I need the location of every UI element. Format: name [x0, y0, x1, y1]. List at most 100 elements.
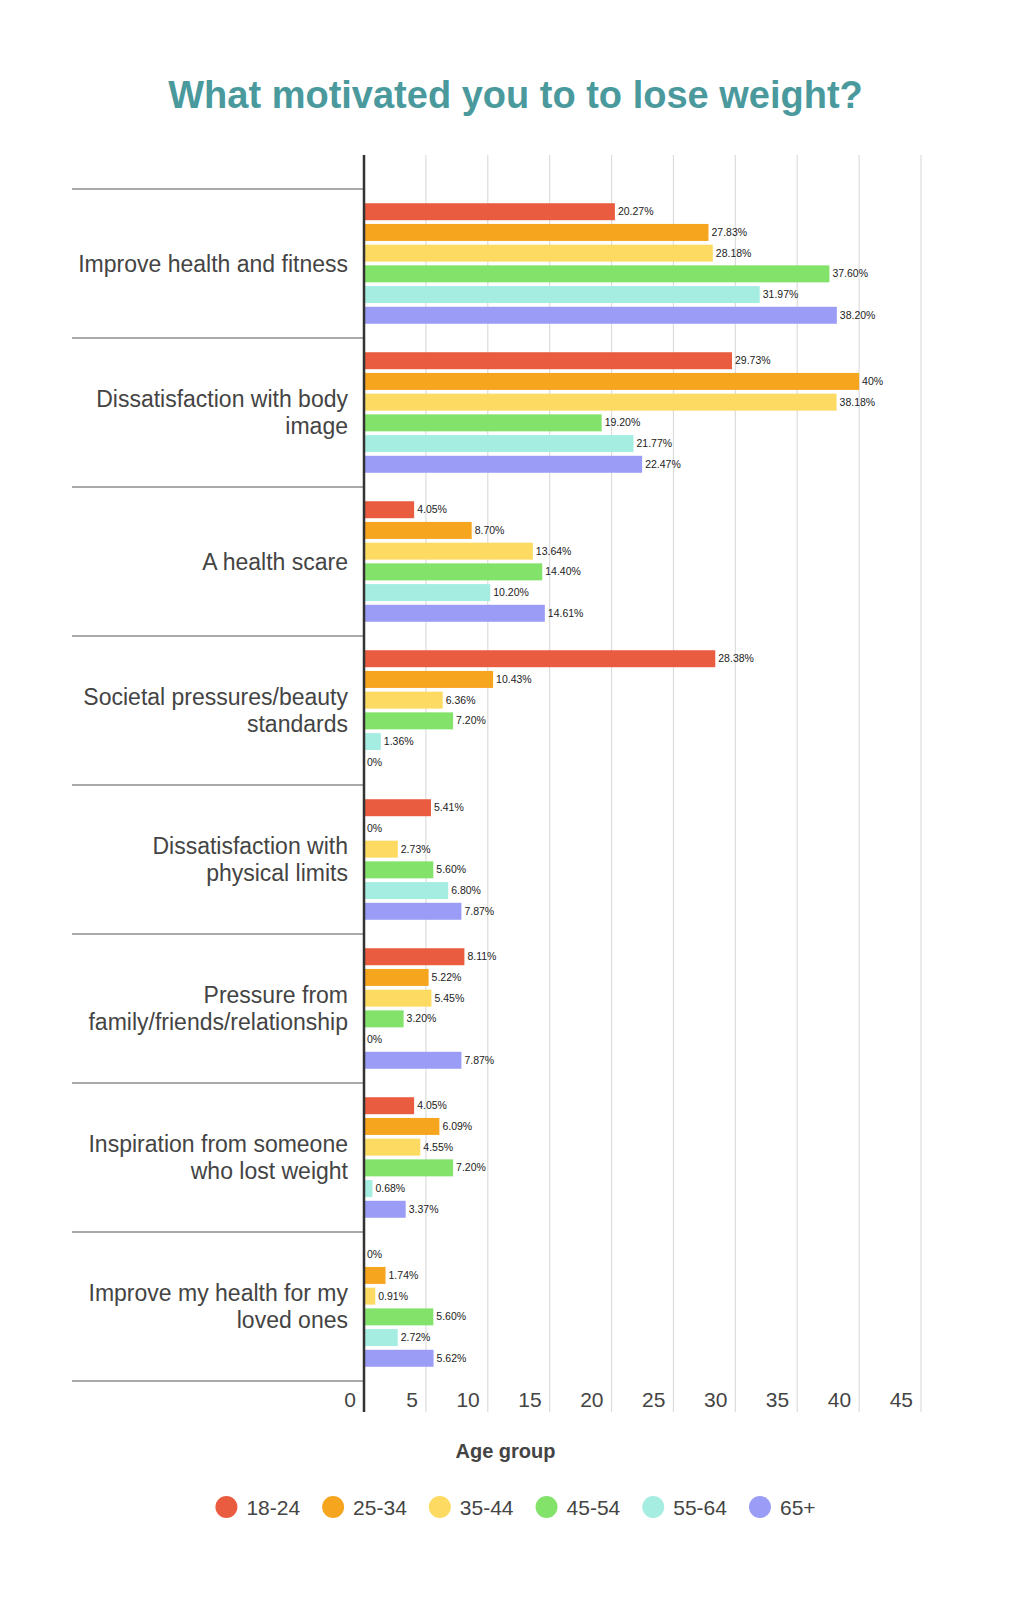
data-label: 0%: [367, 1248, 382, 1260]
bar: [364, 605, 545, 622]
data-label: 38.18%: [840, 396, 876, 408]
category-separator: [72, 337, 364, 338]
category-label: Dissatisfaction withphysical limits: [152, 833, 348, 886]
data-label: 5.45%: [434, 992, 464, 1004]
category-label-line: Improve health and fitness: [78, 251, 348, 277]
bar: [364, 1308, 433, 1325]
legend-swatch: [429, 1496, 451, 1518]
category-label-line: who lost weight: [190, 1158, 349, 1184]
bar: [364, 456, 642, 473]
grid-line: [549, 155, 550, 1412]
bar: [364, 671, 493, 688]
bar: [364, 307, 837, 324]
legend-label: 45-54: [567, 1496, 621, 1519]
legend-swatch: [215, 1496, 237, 1518]
data-label: 5.41%: [434, 801, 464, 813]
tick-label: 35: [766, 1388, 789, 1411]
grid-line: [859, 155, 860, 1412]
bar: [364, 1010, 404, 1027]
data-label: 38.20%: [840, 309, 876, 321]
category-separator: [72, 486, 364, 487]
data-label: 13.64%: [536, 545, 572, 557]
bar: [364, 373, 859, 390]
data-label: 7.87%: [464, 905, 494, 917]
legend-swatch: [536, 1496, 558, 1518]
data-label: 7.20%: [456, 1161, 486, 1173]
data-label: 8.11%: [467, 950, 496, 962]
tick-label: 30: [704, 1388, 727, 1411]
bar: [364, 861, 433, 878]
category-label-line: Pressure from: [204, 982, 348, 1008]
data-labels: 20.27%29.73%4.05%28.38%5.41%8.11%4.05%0%…: [367, 205, 883, 1364]
bar: [364, 352, 732, 369]
tick-label: 40: [828, 1388, 851, 1411]
data-label: 7.87%: [464, 1054, 494, 1066]
bar: [364, 245, 713, 262]
legend-swatch: [642, 1496, 664, 1518]
data-label: 0%: [367, 756, 382, 768]
data-label: 37.60%: [832, 267, 868, 279]
data-label: 8.70%: [475, 524, 505, 536]
data-label: 2.73%: [401, 843, 431, 855]
data-label: 4.05%: [417, 503, 447, 515]
data-label: 0.68%: [375, 1182, 405, 1194]
bar: [364, 224, 708, 241]
category-separator: [72, 784, 364, 785]
data-label: 1.36%: [384, 735, 414, 747]
data-label: 2.72%: [401, 1331, 431, 1343]
data-label: 5.62%: [437, 1352, 467, 1364]
bar: [364, 435, 633, 452]
data-label: 3.37%: [409, 1203, 439, 1215]
grid-line: [797, 155, 798, 1412]
bar: [364, 1201, 406, 1218]
data-label: 1.74%: [389, 1269, 419, 1281]
category-label-line: Inspiration from someone: [88, 1131, 348, 1157]
category-label-line: physical limits: [206, 860, 348, 886]
category-label-line: Societal pressures/beauty: [83, 684, 348, 710]
grid-line: [735, 155, 736, 1412]
bar: [364, 563, 542, 580]
tick-label: 10: [456, 1388, 479, 1411]
bar: [364, 969, 429, 986]
legend-label: 18-24: [246, 1496, 300, 1519]
bar: [364, 1159, 453, 1176]
category-label: Improve health and fitness: [78, 251, 348, 277]
category-label: Dissatisfaction with bodyimage: [96, 386, 348, 439]
category-label: Improve my health for myloved ones: [89, 1280, 349, 1333]
data-label: 6.09%: [442, 1120, 472, 1132]
category-separator: [72, 188, 364, 189]
axis-line: [363, 155, 366, 1412]
legend-swatch: [749, 1496, 771, 1518]
category-label-line: standards: [247, 711, 348, 737]
bar: [364, 799, 431, 816]
bar: [364, 414, 602, 431]
data-label: 22.47%: [645, 458, 681, 470]
category-separator: [72, 1082, 364, 1083]
data-label: 6.36%: [446, 694, 476, 706]
data-label: 3.20%: [407, 1012, 437, 1024]
category-separator: [72, 933, 364, 934]
grid-line: [611, 155, 612, 1412]
bar: [364, 584, 490, 601]
bar: [364, 1180, 372, 1197]
tick-label: 5: [406, 1388, 418, 1411]
grid-line: [425, 155, 426, 1412]
category-label: A health scare: [202, 549, 348, 575]
grid-line: [920, 155, 921, 1412]
data-label: 0.91%: [378, 1290, 408, 1302]
legend: 18-2425-3435-4445-5455-6465+: [215, 1496, 815, 1519]
category-label-line: Improve my health for my: [89, 1280, 349, 1306]
bar: [364, 1350, 434, 1367]
data-label: 10.20%: [493, 586, 529, 598]
data-label: 0%: [367, 822, 382, 834]
bar: [364, 841, 398, 858]
bar: [364, 1139, 420, 1156]
data-label: 21.77%: [636, 437, 672, 449]
tick-label: 25: [642, 1388, 665, 1411]
data-label: 6.80%: [451, 884, 481, 896]
data-label: 5.22%: [432, 971, 462, 983]
data-label: 4.55%: [423, 1141, 453, 1153]
category-separator: [72, 1380, 364, 1381]
grid-line: [487, 155, 488, 1412]
bar: [364, 1097, 414, 1114]
